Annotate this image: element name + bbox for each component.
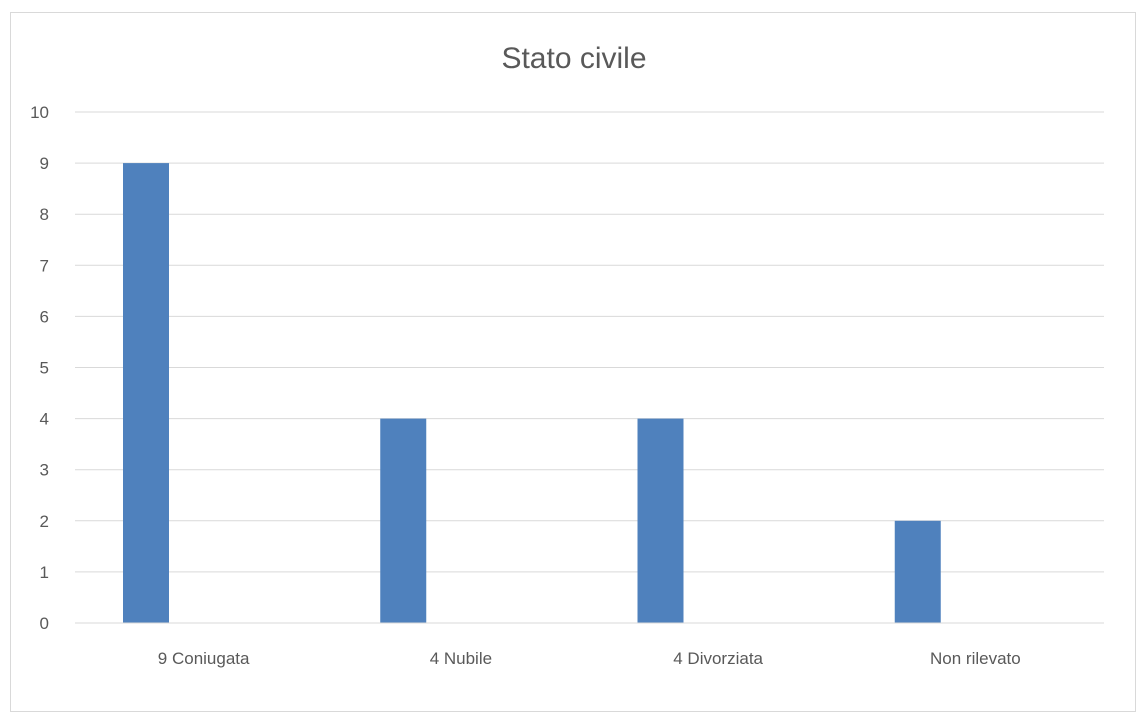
- bar-4: [894, 520, 941, 623]
- x-tick-label-3: 4 Divorziata: [673, 649, 763, 668]
- tick-labels: 0 1 2 3 4 5 6 7 8 9 10 9 Coniugata 4 Nubile 4 Divorzi…: [30, 103, 1021, 668]
- y-tick-label-3: 3: [40, 461, 49, 480]
- y-tick-label-8: 8: [40, 205, 49, 224]
- chart-svg: 0 1 2 3 4 5 6 7 8 9 10 9 Coniugata 4 Nubile 4 Divorzi…: [30, 103, 1104, 668]
- chart-title: Stato civile: [501, 42, 647, 75]
- grid-lines: [75, 111, 1104, 573]
- x-tick-label-4: Non rilevato: [930, 649, 1021, 668]
- bars: [123, 163, 941, 623]
- y-tick-label-10: 10: [30, 103, 49, 122]
- y-tick-label-0: 0: [40, 614, 49, 633]
- y-tick-label-5: 5: [40, 359, 49, 378]
- bar-1: [123, 163, 169, 623]
- bar-2: [380, 418, 427, 623]
- bar-3: [637, 418, 684, 623]
- y-tick-label-2: 2: [40, 512, 49, 531]
- y-tick-label-7: 7: [40, 256, 49, 275]
- x-tick-label-1: 9 Coniugata: [158, 649, 250, 668]
- chart-frame: [10, 12, 1136, 712]
- y-tick-label-4: 4: [40, 410, 49, 429]
- y-tick-label-1: 1: [40, 563, 49, 582]
- x-tick-label-2: 4 Nubile: [430, 649, 492, 668]
- y-tick-label-6: 6: [40, 307, 49, 326]
- y-tick-label-9: 9: [40, 154, 49, 173]
